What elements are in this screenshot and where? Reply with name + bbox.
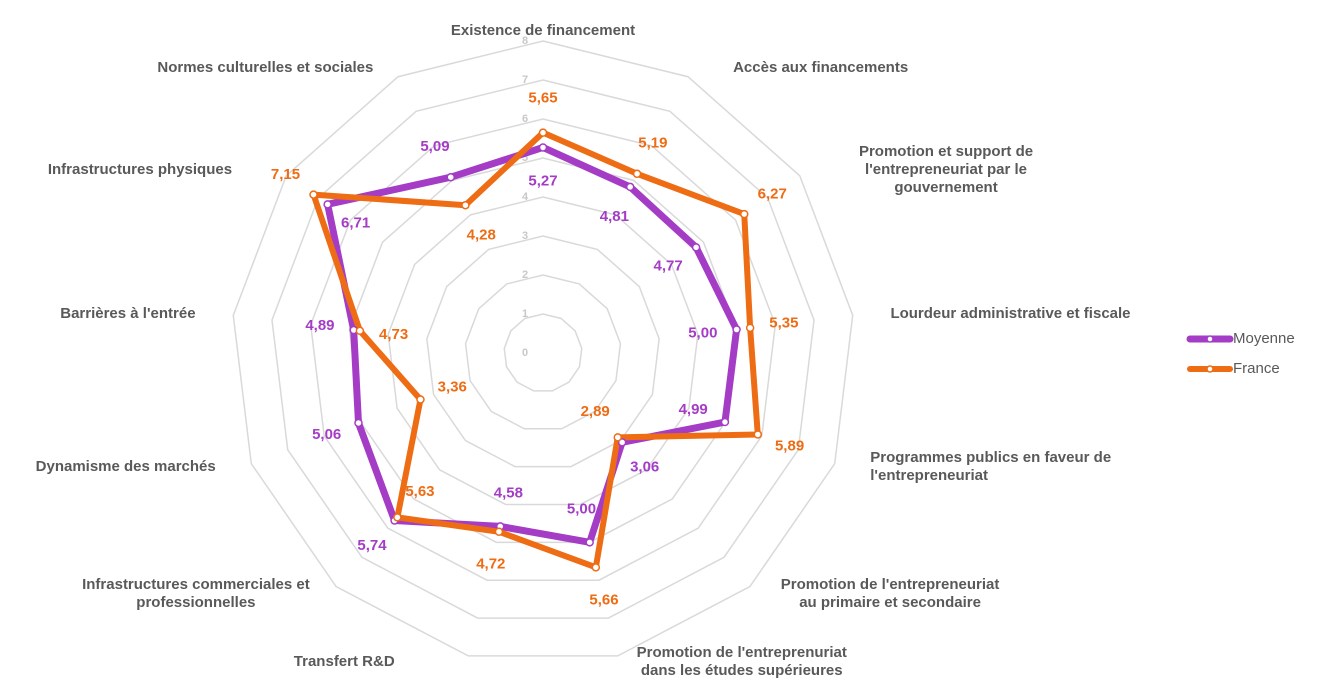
legend-label: Moyenne (1233, 330, 1295, 347)
marker (691, 243, 701, 252)
value-label: 5,63 (405, 483, 434, 500)
value-label: 5,74 (357, 537, 387, 554)
grid-ring (348, 157, 738, 544)
tick-label: 0 (522, 347, 528, 359)
marker (393, 513, 402, 522)
grid-ring (503, 313, 583, 392)
grid-ring (464, 274, 622, 430)
value-label: 5,89 (775, 437, 804, 454)
category-label: Programmes publics en faveur de l'entrep… (870, 449, 1112, 485)
value-label: 6,71 (341, 215, 370, 232)
tick-label: 8 (522, 35, 528, 47)
category-label: Promotion de l'entreprenuriat dans les é… (636, 644, 847, 679)
value-label: 4,77 (654, 258, 683, 275)
category-label: Dynamisme des marchés (35, 458, 216, 476)
marker (720, 417, 730, 427)
marker (625, 182, 635, 192)
marker (753, 430, 763, 439)
tick-label: 5 (522, 152, 528, 164)
category-label: Infrastructures physiques (47, 161, 233, 179)
legend-marker (1206, 335, 1214, 343)
category-label: Promotion et support de l'entrepreneuria… (858, 143, 1034, 197)
value-label: 5,19 (638, 135, 667, 152)
marker (613, 433, 622, 442)
tick-label: 3 (522, 230, 528, 242)
category-label: Accès aux financements (733, 58, 909, 76)
value-label: 4,73 (379, 326, 408, 343)
marker (739, 209, 749, 219)
category-label: Transfert R&D (293, 653, 395, 670)
grid-ring (387, 196, 699, 506)
marker (538, 128, 548, 137)
category-label: Lourdeur administrative et fiscale (890, 305, 1131, 323)
value-label: 5,06 (312, 426, 341, 443)
value-label: 4,81 (600, 208, 629, 225)
value-label: 5,00 (567, 500, 596, 517)
value-label: 7,15 (271, 166, 300, 183)
value-label: 3,36 (438, 378, 467, 395)
grid-ring (309, 118, 777, 581)
value-label: 5,00 (688, 325, 717, 342)
marker (745, 323, 755, 333)
value-label: 4,72 (476, 556, 505, 573)
marker (461, 200, 470, 210)
marker (309, 190, 318, 199)
value-label: 6,27 (758, 186, 787, 203)
marker (591, 563, 601, 572)
value-label: 4,28 (467, 226, 496, 243)
marker (538, 143, 548, 152)
category-label: Infrastructures commerciales et professi… (82, 576, 310, 612)
value-label: 3,06 (630, 459, 659, 476)
category-label: Barrières à l'entrée (60, 305, 196, 323)
grid-ring (271, 79, 815, 619)
category-label: Promotion de l'entrepreneuriat au primai… (780, 576, 1000, 612)
value-label: 5,09 (420, 138, 449, 155)
tick-label: 1 (522, 308, 528, 320)
value-label: 4,58 (494, 484, 523, 501)
tick-label: 7 (522, 74, 528, 86)
value-label: 5,65 (528, 90, 557, 107)
value-label: 5,35 (769, 315, 798, 332)
grid-ring (232, 40, 854, 657)
category-label: Normes culturelles et sociales (157, 58, 374, 76)
marker (494, 527, 504, 536)
value-label: 5,27 (528, 172, 557, 189)
legend-label: France (1233, 360, 1280, 377)
value-label: 5,66 (589, 591, 618, 608)
tick-label: 4 (522, 191, 529, 203)
tick-label: 6 (522, 113, 528, 125)
legend-marker (1206, 365, 1214, 373)
tick-label: 2 (522, 269, 528, 281)
marker (323, 200, 332, 209)
marker (416, 395, 425, 404)
marker (354, 418, 363, 428)
marker (355, 326, 365, 336)
marker (632, 169, 642, 179)
value-label: 4,99 (679, 401, 708, 418)
marker (446, 172, 455, 182)
series-line (324, 143, 741, 546)
series-line (310, 129, 761, 571)
value-label: 2,89 (581, 403, 610, 420)
marker (585, 538, 594, 547)
marker (732, 325, 741, 334)
value-label: 4,89 (305, 317, 334, 334)
category-label: Existence de financement (450, 22, 636, 39)
grid-ring (426, 235, 660, 468)
